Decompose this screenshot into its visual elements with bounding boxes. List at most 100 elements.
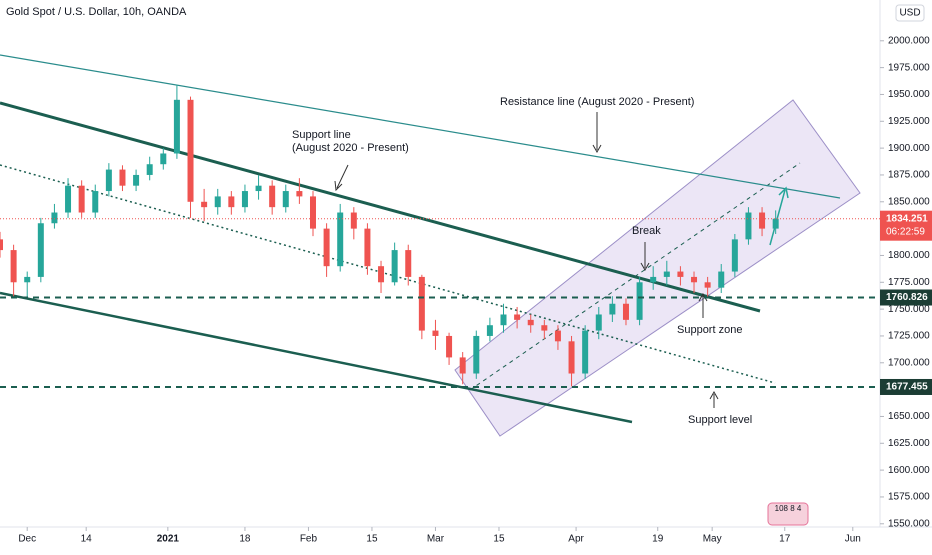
candle-body: [255, 185, 262, 192]
y-tick-label: 1900.000: [888, 143, 930, 154]
candle-body: [350, 212, 357, 229]
candle-body: [10, 250, 17, 283]
candle-body: [364, 228, 371, 267]
candle-body: [527, 319, 534, 326]
candle-body: [745, 212, 752, 240]
y-tick-label: 1550.000: [888, 518, 930, 529]
candle-body: [595, 314, 602, 331]
candle-body: [133, 174, 140, 186]
candle-body: [677, 271, 684, 277]
support-line: [0, 101, 761, 313]
projection-arrow: [769, 186, 789, 246]
y-tick-label: 1700.000: [888, 357, 930, 368]
candle-body: [691, 276, 698, 283]
candle-body: [704, 282, 711, 288]
candle-body: [0, 239, 3, 251]
arrow: [592, 112, 602, 154]
candle-body: [391, 250, 398, 283]
candle-body: [282, 191, 289, 208]
currency-button[interactable]: [895, 4, 925, 22]
candle-body: [486, 325, 493, 336]
candle-body: [269, 185, 276, 208]
chart-title: Gold Spot / U.S. Dollar, 10h, OANDA: [6, 6, 187, 18]
level-tag: [880, 378, 932, 395]
candle-body: [446, 335, 453, 358]
candle-body: [405, 250, 412, 277]
arrow: [334, 164, 349, 192]
level-tag: [880, 289, 932, 306]
candle-body: [214, 196, 221, 208]
candle-body: [24, 276, 31, 283]
y-tick-label: 2000.000: [888, 35, 930, 46]
y-tick-label: 1650.000: [888, 411, 930, 422]
candle-body: [432, 330, 439, 336]
y-tick-label: 1875.000: [888, 170, 930, 181]
annotation: Resistance line (August 2020 - Present): [500, 96, 694, 108]
candle-body: [554, 330, 561, 342]
candle-body: [323, 228, 330, 267]
y-tick-label: 1575.000: [888, 492, 930, 503]
candle-body: [459, 357, 466, 374]
candle-body: [636, 282, 643, 320]
candle-body: [622, 303, 629, 320]
x-tick-label: 18: [239, 534, 251, 545]
candle-body: [241, 191, 248, 208]
candle-body: [568, 341, 575, 374]
candle-body: [772, 218, 779, 229]
candle-body: [146, 164, 153, 175]
candle-body: [418, 276, 425, 331]
y-tick-label: 1775.000: [888, 277, 930, 288]
arrow: [698, 292, 708, 318]
y-tick-label: 1625.000: [888, 438, 930, 449]
x-tick-label: 17: [779, 534, 791, 545]
candle-body: [500, 314, 507, 326]
candle-body: [228, 196, 235, 208]
lower-trend: [0, 291, 633, 424]
x-tick-label: 15: [366, 534, 378, 545]
candle-body: [160, 153, 167, 165]
y-tick-label: 1725.000: [888, 331, 930, 342]
candle-body: [51, 212, 58, 224]
candle-body: [173, 99, 180, 154]
candle-body: [731, 239, 738, 272]
candle-body: [105, 169, 112, 192]
candle-body: [609, 303, 616, 315]
candle-body: [473, 335, 480, 374]
y-tick-label: 1950.000: [888, 89, 930, 100]
dotted-trend: [0, 164, 776, 384]
countdown: 06:22:59: [886, 226, 925, 237]
candle-body: [541, 325, 548, 331]
last-price-label: 1834.251: [886, 213, 928, 224]
level-label: 1677.455: [886, 382, 928, 393]
candle-body: [582, 330, 589, 374]
candle-body: [119, 169, 126, 186]
x-tick-label: 2021: [157, 534, 180, 545]
arrow: [709, 390, 719, 408]
badge: [767, 502, 809, 526]
y-tick-label: 1800.000: [888, 250, 930, 261]
x-tick-label: Apr: [568, 534, 584, 545]
x-tick-label: Mar: [427, 534, 445, 545]
x-tick-label: 14: [81, 534, 93, 545]
annotation: (August 2020 - Present): [292, 142, 409, 154]
candle-body: [309, 196, 316, 229]
x-tick-label: May: [703, 534, 722, 545]
candle-body: [201, 201, 208, 208]
candle-body: [378, 266, 385, 283]
y-tick-label: 1975.000: [888, 62, 930, 73]
y-tick-label: 1750.000: [888, 304, 930, 315]
x-tick-label: 15: [493, 534, 505, 545]
x-tick-label: Dec: [18, 534, 36, 545]
y-tick-label: 1850.000: [888, 196, 930, 207]
x-tick-label: 19: [652, 534, 664, 545]
candle-body: [296, 191, 303, 197]
candle-body: [759, 212, 766, 229]
resistance-line: [0, 54, 841, 199]
currency[interactable]: USD: [899, 8, 920, 19]
annotation: Break: [632, 225, 661, 237]
badge-text: 108 8 4: [775, 504, 802, 513]
y-tick-label: 1925.000: [888, 116, 930, 127]
candle-body: [663, 271, 670, 277]
